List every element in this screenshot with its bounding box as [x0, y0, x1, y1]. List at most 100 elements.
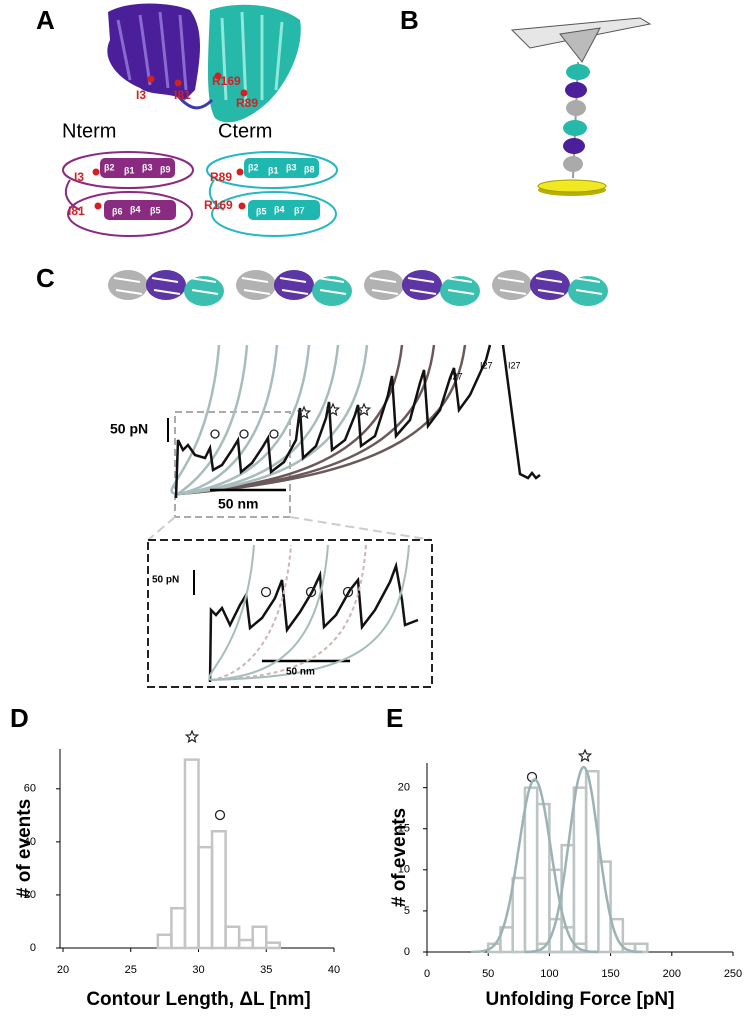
strand — [573, 277, 603, 295]
histogram-bar — [251, 925, 268, 950]
site-label: I3 — [74, 170, 84, 184]
x-tick-label: 35 — [260, 964, 272, 976]
domain — [236, 270, 276, 300]
residue-label: R169 — [212, 74, 241, 88]
strand-label: β1 — [268, 165, 279, 175]
peak-label: I27 — [508, 360, 521, 370]
event-symbols — [184, 402, 593, 763]
x-axis-label: Contour Length, ΔL [nm] — [86, 989, 310, 1010]
residue-label: R89 — [236, 96, 258, 110]
domain-label: Cterm — [218, 120, 272, 142]
site-label: R89 — [210, 170, 232, 184]
strand-label: β4 — [274, 204, 285, 214]
strand-label: β7 — [294, 205, 305, 215]
wlc-curve — [177, 344, 279, 496]
strand — [241, 277, 271, 295]
strand-label: β2 — [104, 162, 115, 172]
x-axis-label: Unfolding Force [pN] — [486, 989, 675, 1010]
scale-label: 50 pN — [110, 421, 148, 437]
y-tick-label: 15 — [398, 823, 410, 835]
site-label: I81 — [68, 204, 85, 218]
y-tick-label: 40 — [24, 836, 36, 848]
histogram-bar — [210, 830, 227, 950]
strand-label: β8 — [304, 164, 315, 174]
strand-label: β2 — [248, 162, 259, 172]
star-symbol — [577, 748, 593, 763]
histogram-bar — [197, 845, 214, 950]
wlc-curve — [210, 544, 329, 681]
scale-label: 50 pN — [152, 575, 179, 586]
strand — [535, 277, 565, 295]
histogram-bar — [560, 843, 576, 954]
strand-label: β3 — [142, 162, 153, 172]
histogram-bar — [265, 941, 282, 950]
y-tick-label: 60 — [24, 783, 36, 795]
y-tick-label: 5 — [404, 905, 410, 917]
star-symbol — [296, 405, 312, 420]
strand — [279, 277, 309, 295]
x-tick-label: 150 — [601, 968, 619, 980]
x-tick-label: 200 — [663, 968, 681, 980]
y-tick-label: 0 — [404, 946, 410, 958]
strand — [407, 277, 437, 295]
histogram-bar — [609, 917, 625, 954]
strand-label: β6 — [112, 206, 123, 216]
domain-label: Nterm — [62, 120, 116, 142]
histogram-bar — [237, 938, 254, 950]
histogram-bar — [511, 876, 527, 954]
domain — [530, 270, 570, 300]
star-symbol — [325, 402, 341, 417]
histogram-bar — [597, 860, 612, 954]
histogram-bar — [183, 758, 200, 950]
scale-label: 50 nm — [218, 496, 258, 512]
y-tick-label: 0 — [30, 942, 36, 954]
strand-label: β4 — [130, 204, 141, 214]
x-tick-label: 100 — [540, 968, 558, 980]
x-tick-label: 50 — [482, 968, 494, 980]
strand-arrows — [92, 158, 320, 220]
strand — [497, 277, 527, 295]
domain — [364, 270, 404, 300]
wlc-curve — [210, 544, 410, 681]
y-tick-label: 20 — [398, 782, 410, 794]
wlc-curve — [208, 544, 255, 681]
y-axis-label: # of events — [389, 808, 410, 907]
residue-label: I81 — [174, 88, 191, 102]
peak-label: I27 — [480, 360, 493, 370]
force-traces — [147, 344, 541, 688]
x-tick-label: 40 — [328, 964, 340, 976]
wlc-curve — [177, 344, 249, 495]
strand — [445, 277, 475, 295]
strand — [317, 277, 347, 295]
gaussian-fit — [471, 778, 599, 954]
wlc-curve — [177, 344, 311, 496]
x-tick-label: 0 — [424, 968, 430, 980]
afm-setup — [510, 17, 652, 196]
strand — [113, 277, 143, 295]
strand-label: β5 — [150, 205, 161, 215]
histogram-bar — [572, 786, 588, 954]
peak-label: I27 — [450, 371, 463, 381]
wlc-curve — [210, 544, 367, 681]
strand — [151, 277, 181, 295]
y-axis-label: # of events — [14, 799, 35, 898]
histogram-bar — [156, 933, 173, 950]
panel-label: B — [400, 5, 419, 35]
scale-label: 50 nm — [286, 667, 315, 678]
site-label: R169 — [204, 198, 233, 212]
histogram-bar — [224, 925, 241, 950]
event-symbols — [210, 429, 538, 821]
wlc-curve — [210, 544, 292, 681]
polyprotein — [108, 270, 608, 306]
gaussian-fit — [524, 765, 643, 954]
panel-label: C — [36, 263, 55, 293]
x-tick-label: 25 — [125, 964, 137, 976]
wlc-curve — [170, 344, 221, 496]
domain — [492, 270, 532, 300]
panel-label: A — [36, 5, 55, 35]
x-tick-label: 20 — [57, 964, 69, 976]
strand-label: β3 — [286, 162, 297, 172]
wlc-curve — [177, 344, 369, 496]
star-symbol — [356, 402, 372, 417]
star-symbol — [184, 729, 200, 744]
